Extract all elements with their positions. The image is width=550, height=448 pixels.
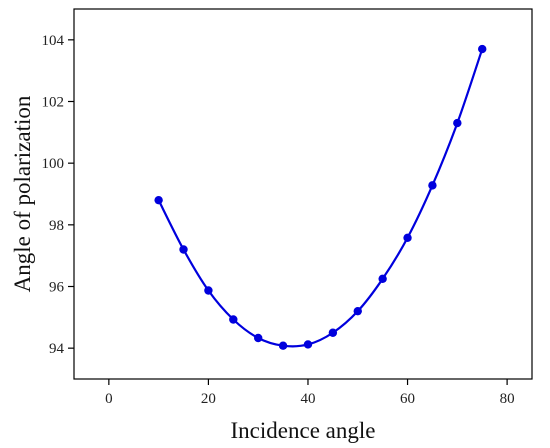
plot-frame xyxy=(73,8,533,380)
data-point xyxy=(478,44,487,54)
data-point xyxy=(378,274,387,283)
x-axis-title: Incidence angle xyxy=(231,418,376,443)
y-tick-label: 94 xyxy=(49,341,65,357)
data-point xyxy=(328,328,338,337)
y-tick-label: 100 xyxy=(42,156,65,172)
y-tick-label: 104 xyxy=(42,33,65,49)
data-point xyxy=(253,333,263,343)
data-point xyxy=(204,286,213,295)
x-tick-label: 20 xyxy=(201,391,216,407)
data-point xyxy=(403,233,412,242)
data-point xyxy=(353,306,362,316)
data-point xyxy=(428,181,437,190)
x-tick-label: 40 xyxy=(300,391,315,407)
x-tick-label: 0 xyxy=(105,391,113,407)
data-point xyxy=(179,245,188,254)
data-point xyxy=(154,195,163,205)
y-tick-label: 102 xyxy=(42,95,65,111)
data-point xyxy=(229,315,238,324)
y-axis-title: Angle of polarization xyxy=(10,95,35,292)
data-point xyxy=(303,340,313,349)
y-tick-label: 96 xyxy=(49,280,65,296)
y-tick-label: 98 xyxy=(49,218,64,234)
series-line xyxy=(157,48,484,348)
y-axis-ticks: 94 96 98 100 102 104 xyxy=(42,33,74,357)
data-point xyxy=(278,341,288,350)
data-point xyxy=(453,118,462,128)
x-axis-ticks: 0 20 40 60 80 xyxy=(105,379,515,407)
x-tick-label: 80 xyxy=(500,391,515,407)
x-tick-label: 60 xyxy=(400,391,415,407)
series-group xyxy=(154,44,487,350)
